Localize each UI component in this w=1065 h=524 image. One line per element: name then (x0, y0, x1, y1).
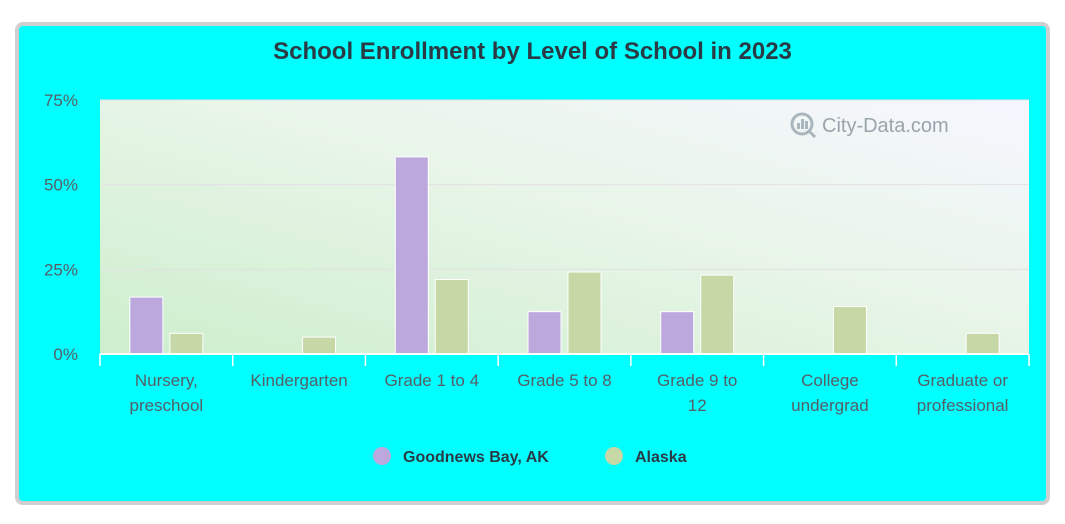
bar-alaska[interactable] (567, 271, 602, 355)
y-tick-label: 0% (53, 345, 78, 364)
x-category-label: preschool (129, 396, 203, 415)
bar-goodnews-bay[interactable] (129, 296, 164, 355)
legend-swatch (373, 447, 391, 465)
bar-alaska[interactable] (434, 278, 469, 355)
city-data-watermark: City-Data.com (790, 112, 949, 139)
bar-alaska[interactable] (169, 332, 204, 355)
bar-alaska[interactable] (302, 336, 337, 355)
bar-goodnews-bay[interactable] (660, 311, 695, 355)
legend-swatch (605, 447, 623, 465)
x-category-label: Kindergarten (250, 371, 347, 390)
y-tick-label: 75% (44, 91, 78, 110)
x-category-label: 12 (688, 396, 707, 415)
bar-alaska[interactable] (832, 306, 867, 355)
y-tick-label: 25% (44, 260, 78, 279)
legend-item[interactable]: Goodnews Bay, AK (373, 447, 549, 466)
x-category-label: professional (917, 396, 1009, 415)
chart-title: School Enrollment by Level of School in … (273, 38, 792, 65)
plot-area (100, 100, 1029, 354)
legend-item[interactable]: Alaska (605, 447, 687, 466)
bar-alaska[interactable] (965, 332, 1000, 355)
x-category-label: Nursery, (135, 371, 198, 390)
x-category-label: Graduate or (917, 371, 1008, 390)
x-category-label: College (801, 371, 859, 390)
legend-label: Alaska (635, 449, 687, 466)
bar-alaska[interactable] (700, 274, 735, 355)
x-category-label: undergrad (791, 396, 869, 415)
bar-goodnews-bay[interactable] (527, 311, 562, 355)
x-category-label: Grade 9 to (657, 371, 737, 390)
y-tick-label: 50% (44, 176, 78, 195)
x-category-label: Grade 1 to 4 (385, 371, 480, 390)
x-category-label: Grade 5 to 8 (517, 371, 612, 390)
bar-goodnews-bay[interactable] (394, 156, 429, 355)
watermark-text: City-Data.com (822, 115, 949, 137)
legend-label: Goodnews Bay, AK (403, 449, 549, 466)
